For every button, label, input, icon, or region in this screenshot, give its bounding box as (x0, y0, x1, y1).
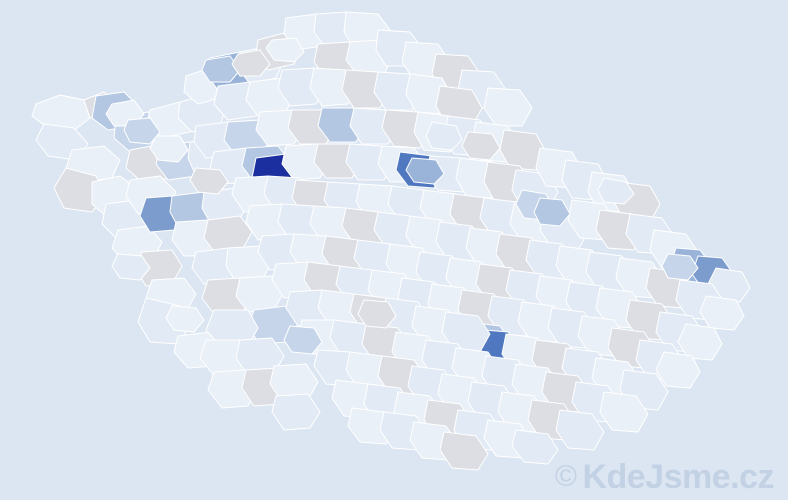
district-shape (699, 295, 745, 331)
district-shape (265, 37, 305, 63)
watermark-brand-rest: deJsme (606, 458, 731, 496)
district-shape (599, 391, 649, 433)
district-shape (111, 253, 151, 281)
district-shape (511, 429, 559, 465)
district-shape (483, 87, 533, 127)
district-shape (189, 167, 229, 195)
district-shape (165, 305, 205, 333)
district-shape (677, 323, 723, 361)
district-shape (597, 177, 635, 205)
district-shape (555, 409, 605, 451)
watermark-brand: KdeJsme.cz (582, 460, 774, 494)
copyright-icon: © (554, 460, 577, 493)
district-shape (123, 117, 161, 145)
district-shape (357, 299, 397, 329)
district-shape (425, 121, 463, 151)
district-shape (271, 393, 321, 431)
watermark-brand-initial: K (582, 458, 607, 496)
district-shape (439, 431, 489, 471)
watermark: © KdeJsme.cz (554, 460, 775, 494)
district-shape (655, 351, 701, 389)
district-shape (499, 129, 547, 171)
district-shape (461, 131, 501, 161)
district-shape (283, 325, 323, 355)
district-shape (661, 253, 699, 281)
district-shape (405, 157, 445, 185)
district-shape (149, 135, 189, 163)
district-shape (533, 197, 571, 227)
district-shape (201, 55, 241, 83)
watermark-domain-suffix: .cz (730, 458, 774, 496)
district-shape (231, 49, 271, 77)
district-polygons (31, 11, 751, 471)
